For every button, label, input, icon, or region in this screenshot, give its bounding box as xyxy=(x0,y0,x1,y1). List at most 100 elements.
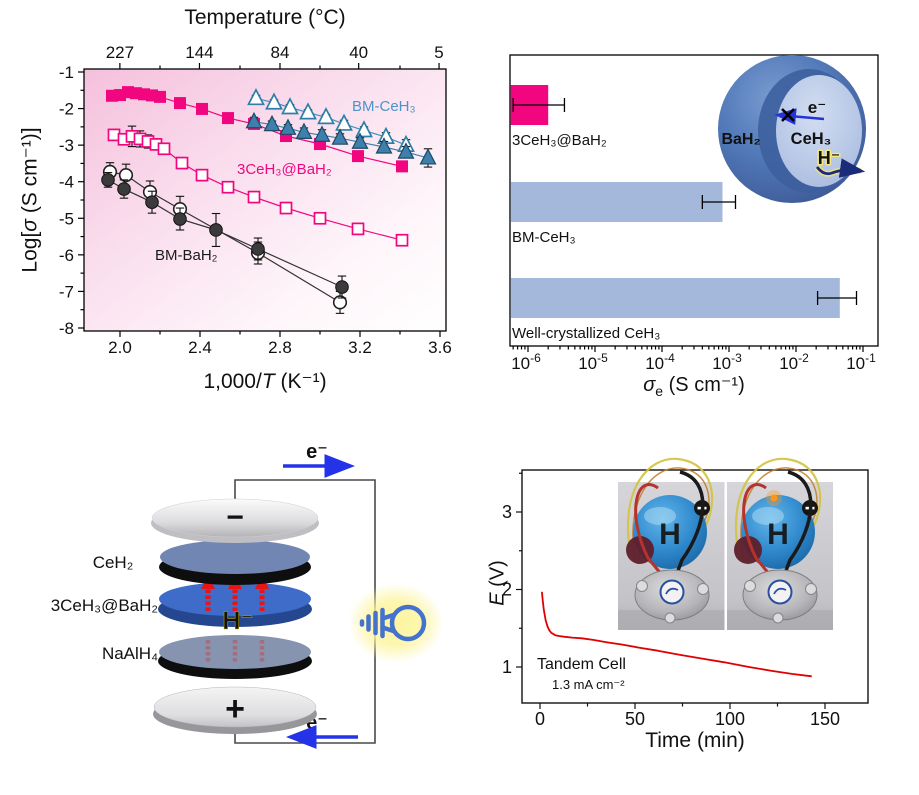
ball-h-logo: H xyxy=(659,518,681,551)
bar-x-title-post: (S cm⁻¹) xyxy=(663,374,745,396)
panel-cell-stack-diagram: e⁻ e⁻ + H⁻ − CeH₂ 3CeH₃@BaH₂ NaAlH₄ xyxy=(0,430,460,795)
light-bulb-icon xyxy=(359,604,427,642)
y-axis-title-pre: Log[ xyxy=(18,231,42,273)
svg-text:50: 50 xyxy=(625,709,645,729)
series-3ceh3-bah2-open xyxy=(107,125,409,247)
bulb-glow xyxy=(348,583,444,663)
black-cable xyxy=(782,470,813,577)
discharge-y-axis-title: E (V) xyxy=(487,560,510,606)
svg-text:BM-CeH₃: BM-CeH₃ xyxy=(512,229,576,246)
electron-top-label: e⁻ xyxy=(306,441,328,463)
electron-label: e⁻ xyxy=(808,98,826,117)
y-axis-title-post: (S cm⁻¹)] xyxy=(18,127,42,220)
core-shell-inset: BaH₂ CeH₃ e⁻ H⁻ xyxy=(718,55,866,203)
series-bm-ceh3-filled xyxy=(245,111,437,168)
discharge-chart: 0 50 100 150 1 2 3 H H xyxy=(502,457,869,729)
naalh4-disc xyxy=(159,635,311,669)
svg-text:84: 84 xyxy=(271,43,290,62)
discharge-y-title-post: (V) xyxy=(486,560,509,593)
bottom-electrode xyxy=(153,686,317,728)
bar-tick-label: 10-3 xyxy=(712,351,742,373)
svg-text:-3: -3 xyxy=(59,136,74,155)
black-cable xyxy=(674,470,705,577)
bar-x-axis-title: σe (S cm⁻¹) xyxy=(510,372,878,399)
svg-text:-2: -2 xyxy=(59,100,74,119)
cell-badge xyxy=(767,579,793,605)
svg-text:150: 150 xyxy=(810,709,840,729)
plot-frame xyxy=(83,68,447,332)
cell-badge xyxy=(659,579,685,605)
red-cable xyxy=(742,483,776,581)
svg-text:2.4: 2.4 xyxy=(188,338,212,357)
discharge-x-axis-title: Time (min) xyxy=(645,729,745,752)
y-axis-title-sigma: σ xyxy=(18,219,42,232)
top-axis-title: Temperature (°C) xyxy=(184,6,346,29)
ball-h-logo: H xyxy=(767,518,789,551)
legend-bm-bah2: BM-BaH₂ xyxy=(155,247,218,264)
bar-row-0: 3CeH₃@BaH₂ xyxy=(510,85,607,149)
panel-discharge-curve: 0 50 100 150 1 2 3 H H E (V) Time (min) Tandem C… xyxy=(460,430,919,795)
ceh2-disc xyxy=(160,540,310,574)
svg-text:3: 3 xyxy=(502,502,512,522)
svg-text:-7: -7 xyxy=(59,282,74,301)
ceh2-label: CeH₂ xyxy=(93,553,134,572)
discharge-tick-labels: 0 50 100 150 1 2 3 xyxy=(502,502,840,729)
svg-text:3.6: 3.6 xyxy=(428,338,452,357)
svg-text:-5: -5 xyxy=(59,209,74,228)
x-axis-title: 1,000/T (K⁻¹) xyxy=(85,369,445,394)
svg-text:2.0: 2.0 xyxy=(108,338,132,357)
hydride-label: H⁻ xyxy=(818,148,841,168)
series-3ceh3-bah2-filled xyxy=(106,86,408,173)
svg-text:2.8: 2.8 xyxy=(268,338,292,357)
series-bm-ceh3-open xyxy=(247,87,415,152)
core-label: CeH₃ xyxy=(791,130,832,148)
svg-text:Well-crystallized CeH₃: Well-crystallized CeH₃ xyxy=(512,325,660,342)
svg-text:3.2: 3.2 xyxy=(348,338,372,357)
bar-tick-label: 10-2 xyxy=(779,351,809,373)
x-axis-title-pre: 1,000/ xyxy=(203,370,262,393)
axis-ticks xyxy=(78,63,441,337)
svg-text:100: 100 xyxy=(715,709,745,729)
svg-text:-1: -1 xyxy=(59,63,74,82)
lit-led xyxy=(770,494,778,502)
x-axis-title-T: T xyxy=(261,370,275,393)
svg-text:227: 227 xyxy=(106,43,134,62)
x-axis-title-post: (K⁻¹) xyxy=(274,370,327,393)
series-bm-bah2-filled xyxy=(101,172,349,299)
hydride-wavy-arrow xyxy=(815,158,866,178)
naalh4-label: NaAlH₄ xyxy=(102,644,158,663)
legend-3ceh3-bah2: 3CeH₃@BaH₂ xyxy=(237,161,332,178)
ceh3-bah2-label: 3CeH₃@BaH₂ xyxy=(51,596,158,615)
svg-text:-4: -4 xyxy=(59,173,74,192)
annotation-tandem-cell: Tandem Cell xyxy=(537,656,626,673)
minus-terminal-label: − xyxy=(226,501,244,534)
bar-axis-ticks xyxy=(512,346,864,352)
arrhenius-chart: 2.0 2.4 2.8 3.2 3.6 -1 -2 -3 -4 -5 -6 -7 -8 227 144 84 4… xyxy=(59,43,452,357)
top-electrode xyxy=(151,498,319,538)
axis-tick-labels: 2.0 2.4 2.8 3.2 3.6 -1 -2 -3 -4 -5 -6 -7 -8 227 144 84 4… xyxy=(59,43,452,357)
svg-text:2: 2 xyxy=(502,580,512,600)
cell-photo-right: H xyxy=(726,457,833,630)
discharge-plot-frame xyxy=(521,469,869,704)
svg-text:3CeH₃@BaH₂: 3CeH₃@BaH₂ xyxy=(512,132,607,149)
legend-bm-ceh3: BM-CeH₃ xyxy=(352,98,416,115)
plus-terminal-label: + xyxy=(225,690,245,728)
bar-x-title-sigma: σ xyxy=(643,374,656,396)
bar-tick-label: 10-4 xyxy=(645,351,675,373)
bar-tick-label: 10-6 xyxy=(511,351,541,373)
photo-divider xyxy=(724,482,727,630)
discharge-y-title-E: E xyxy=(486,592,509,606)
svg-text:40: 40 xyxy=(349,43,368,62)
hydride-ion-label: H⁻ xyxy=(222,607,253,635)
annotation-current-density: 1.3 mA cm⁻² xyxy=(552,677,625,692)
svg-text:-8: -8 xyxy=(59,319,74,338)
svg-text:5: 5 xyxy=(434,43,443,62)
shell-label: BaH₂ xyxy=(721,131,760,148)
svg-text:0: 0 xyxy=(535,709,545,729)
bar-row-2: Well-crystallized CeH₃ xyxy=(510,278,858,342)
discharge-curve xyxy=(541,591,812,678)
panel-electronic-conductivity: 3CeH₃@BaH₂ BM-CeH₃ Well-crystallized CeH₃ 1… xyxy=(460,0,919,430)
svg-text:144: 144 xyxy=(185,43,213,62)
